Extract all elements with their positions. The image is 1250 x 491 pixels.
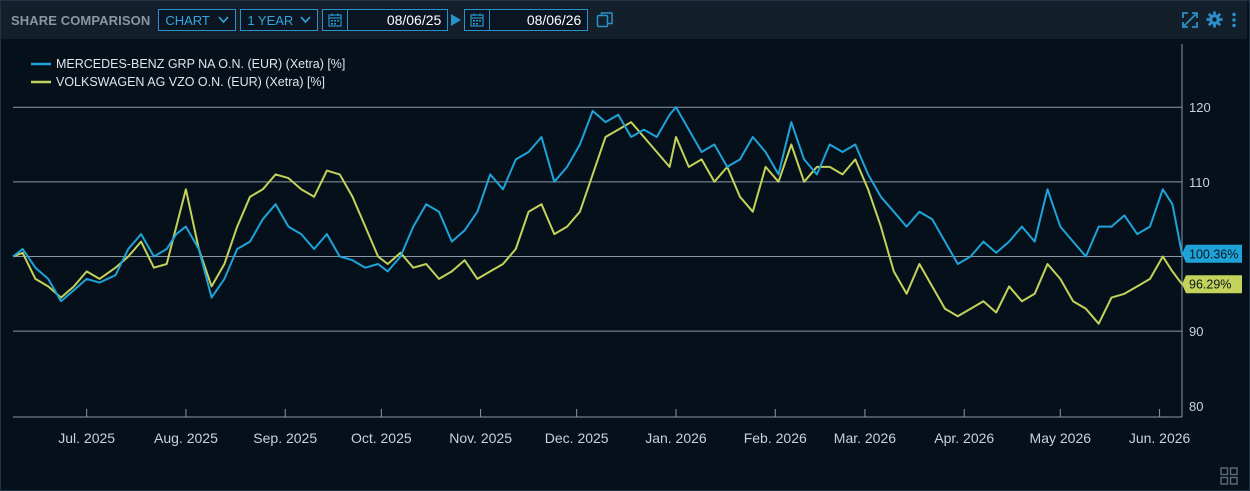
date-from-field[interactable]: 08/06/25 — [322, 9, 449, 31]
x-tick-label: Jan. 2026 — [645, 430, 707, 446]
x-tick-label: Sep. 2025 — [253, 430, 317, 446]
end-value-badge — [1182, 244, 1242, 263]
x-tick-label: Apr. 2026 — [934, 430, 994, 446]
x-tick-label: Oct. 2025 — [351, 430, 412, 446]
grid-layout-icon[interactable] — [1220, 467, 1238, 485]
date-from-value: 08/06/25 — [386, 12, 442, 28]
period-select[interactable]: 1 YEAR — [240, 9, 319, 31]
x-tick-label: Aug. 2025 — [154, 430, 218, 446]
y-tick-label: 110 — [1189, 175, 1210, 190]
arrow-right-icon — [451, 14, 462, 26]
toolbar: SHARE COMPARISON CHART 1 YEAR 08/06/25 — [1, 1, 1247, 39]
end-value-label: 100.36% — [1189, 247, 1238, 261]
x-tick-label: Jun. 2026 — [1129, 430, 1191, 446]
calendar-icon — [328, 13, 342, 27]
calendar-icon — [470, 13, 484, 27]
legend-label: VOLKSWAGEN AG VZO O.N. (EUR) (Xetra) [%] — [56, 75, 325, 89]
x-tick-label: Mar. 2026 — [834, 430, 896, 446]
end-value-badge — [1182, 275, 1242, 294]
y-tick-label: 120 — [1189, 100, 1211, 115]
more-options-icon[interactable] — [1231, 12, 1237, 28]
legend-label: MERCEDES-BENZ GRP NA O.N. (EUR) (Xetra) … — [56, 57, 345, 71]
x-tick-label: Feb. 2026 — [744, 430, 807, 446]
fullscreen-icon[interactable] — [1182, 11, 1198, 28]
series-line-volkswagen — [12, 121, 1183, 325]
widget-title: SHARE COMPARISON — [11, 12, 151, 28]
chevron-down-icon — [218, 16, 229, 24]
end-value-label: 96.29% — [1189, 278, 1231, 292]
x-tick-label: Nov. 2025 — [449, 430, 512, 446]
date-to-value: 08/06/26 — [526, 12, 582, 28]
copy-icon[interactable] — [596, 11, 614, 29]
period-select-label: 1 YEAR — [247, 12, 294, 28]
y-tick-label: 80 — [1189, 399, 1203, 414]
x-tick-label: Jul. 2025 — [58, 430, 115, 446]
gear-icon[interactable] — [1206, 11, 1223, 28]
view-select[interactable]: CHART — [158, 9, 237, 31]
date-to-field[interactable]: 08/06/26 — [464, 9, 589, 31]
y-tick-label: 90 — [1189, 324, 1203, 339]
x-tick-label: May 2026 — [1030, 430, 1092, 446]
x-tick-label: Dec. 2025 — [545, 430, 609, 446]
view-select-label: CHART — [165, 12, 210, 28]
chevron-down-icon — [300, 16, 311, 24]
series-line-mercedes — [12, 106, 1183, 303]
